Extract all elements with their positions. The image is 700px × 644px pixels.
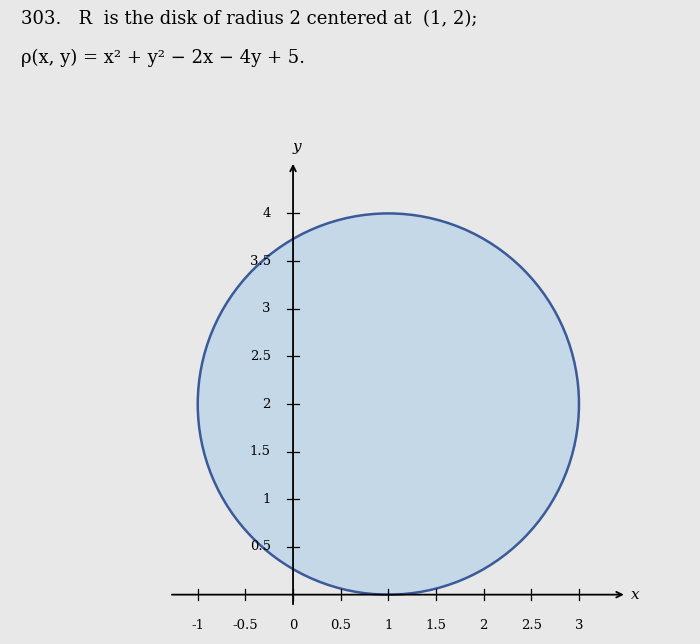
Text: 1: 1 [262, 493, 271, 506]
Circle shape [197, 213, 579, 594]
Text: 3.5: 3.5 [250, 254, 271, 267]
Text: 0: 0 [289, 619, 298, 632]
Text: ρ(x, y) = x² + y² − 2x − 4y + 5.: ρ(x, y) = x² + y² − 2x − 4y + 5. [21, 48, 305, 66]
Text: 1.5: 1.5 [250, 445, 271, 458]
Text: 3: 3 [262, 302, 271, 315]
Text: 0.5: 0.5 [330, 619, 351, 632]
Text: -1: -1 [191, 619, 204, 632]
Text: 0.5: 0.5 [250, 540, 271, 553]
Text: y: y [293, 140, 301, 155]
Text: 303.   R  is the disk of radius 2 centered at  (1, 2);: 303. R is the disk of radius 2 centered … [21, 10, 477, 28]
Text: -0.5: -0.5 [232, 619, 258, 632]
Text: 3: 3 [575, 619, 583, 632]
Text: 1.5: 1.5 [426, 619, 447, 632]
Text: 2: 2 [480, 619, 488, 632]
Text: 1: 1 [384, 619, 393, 632]
Text: 4: 4 [262, 207, 271, 220]
Text: 2.5: 2.5 [521, 619, 542, 632]
Text: 2.5: 2.5 [250, 350, 271, 363]
Text: 2: 2 [262, 397, 271, 410]
Text: x: x [631, 587, 640, 601]
